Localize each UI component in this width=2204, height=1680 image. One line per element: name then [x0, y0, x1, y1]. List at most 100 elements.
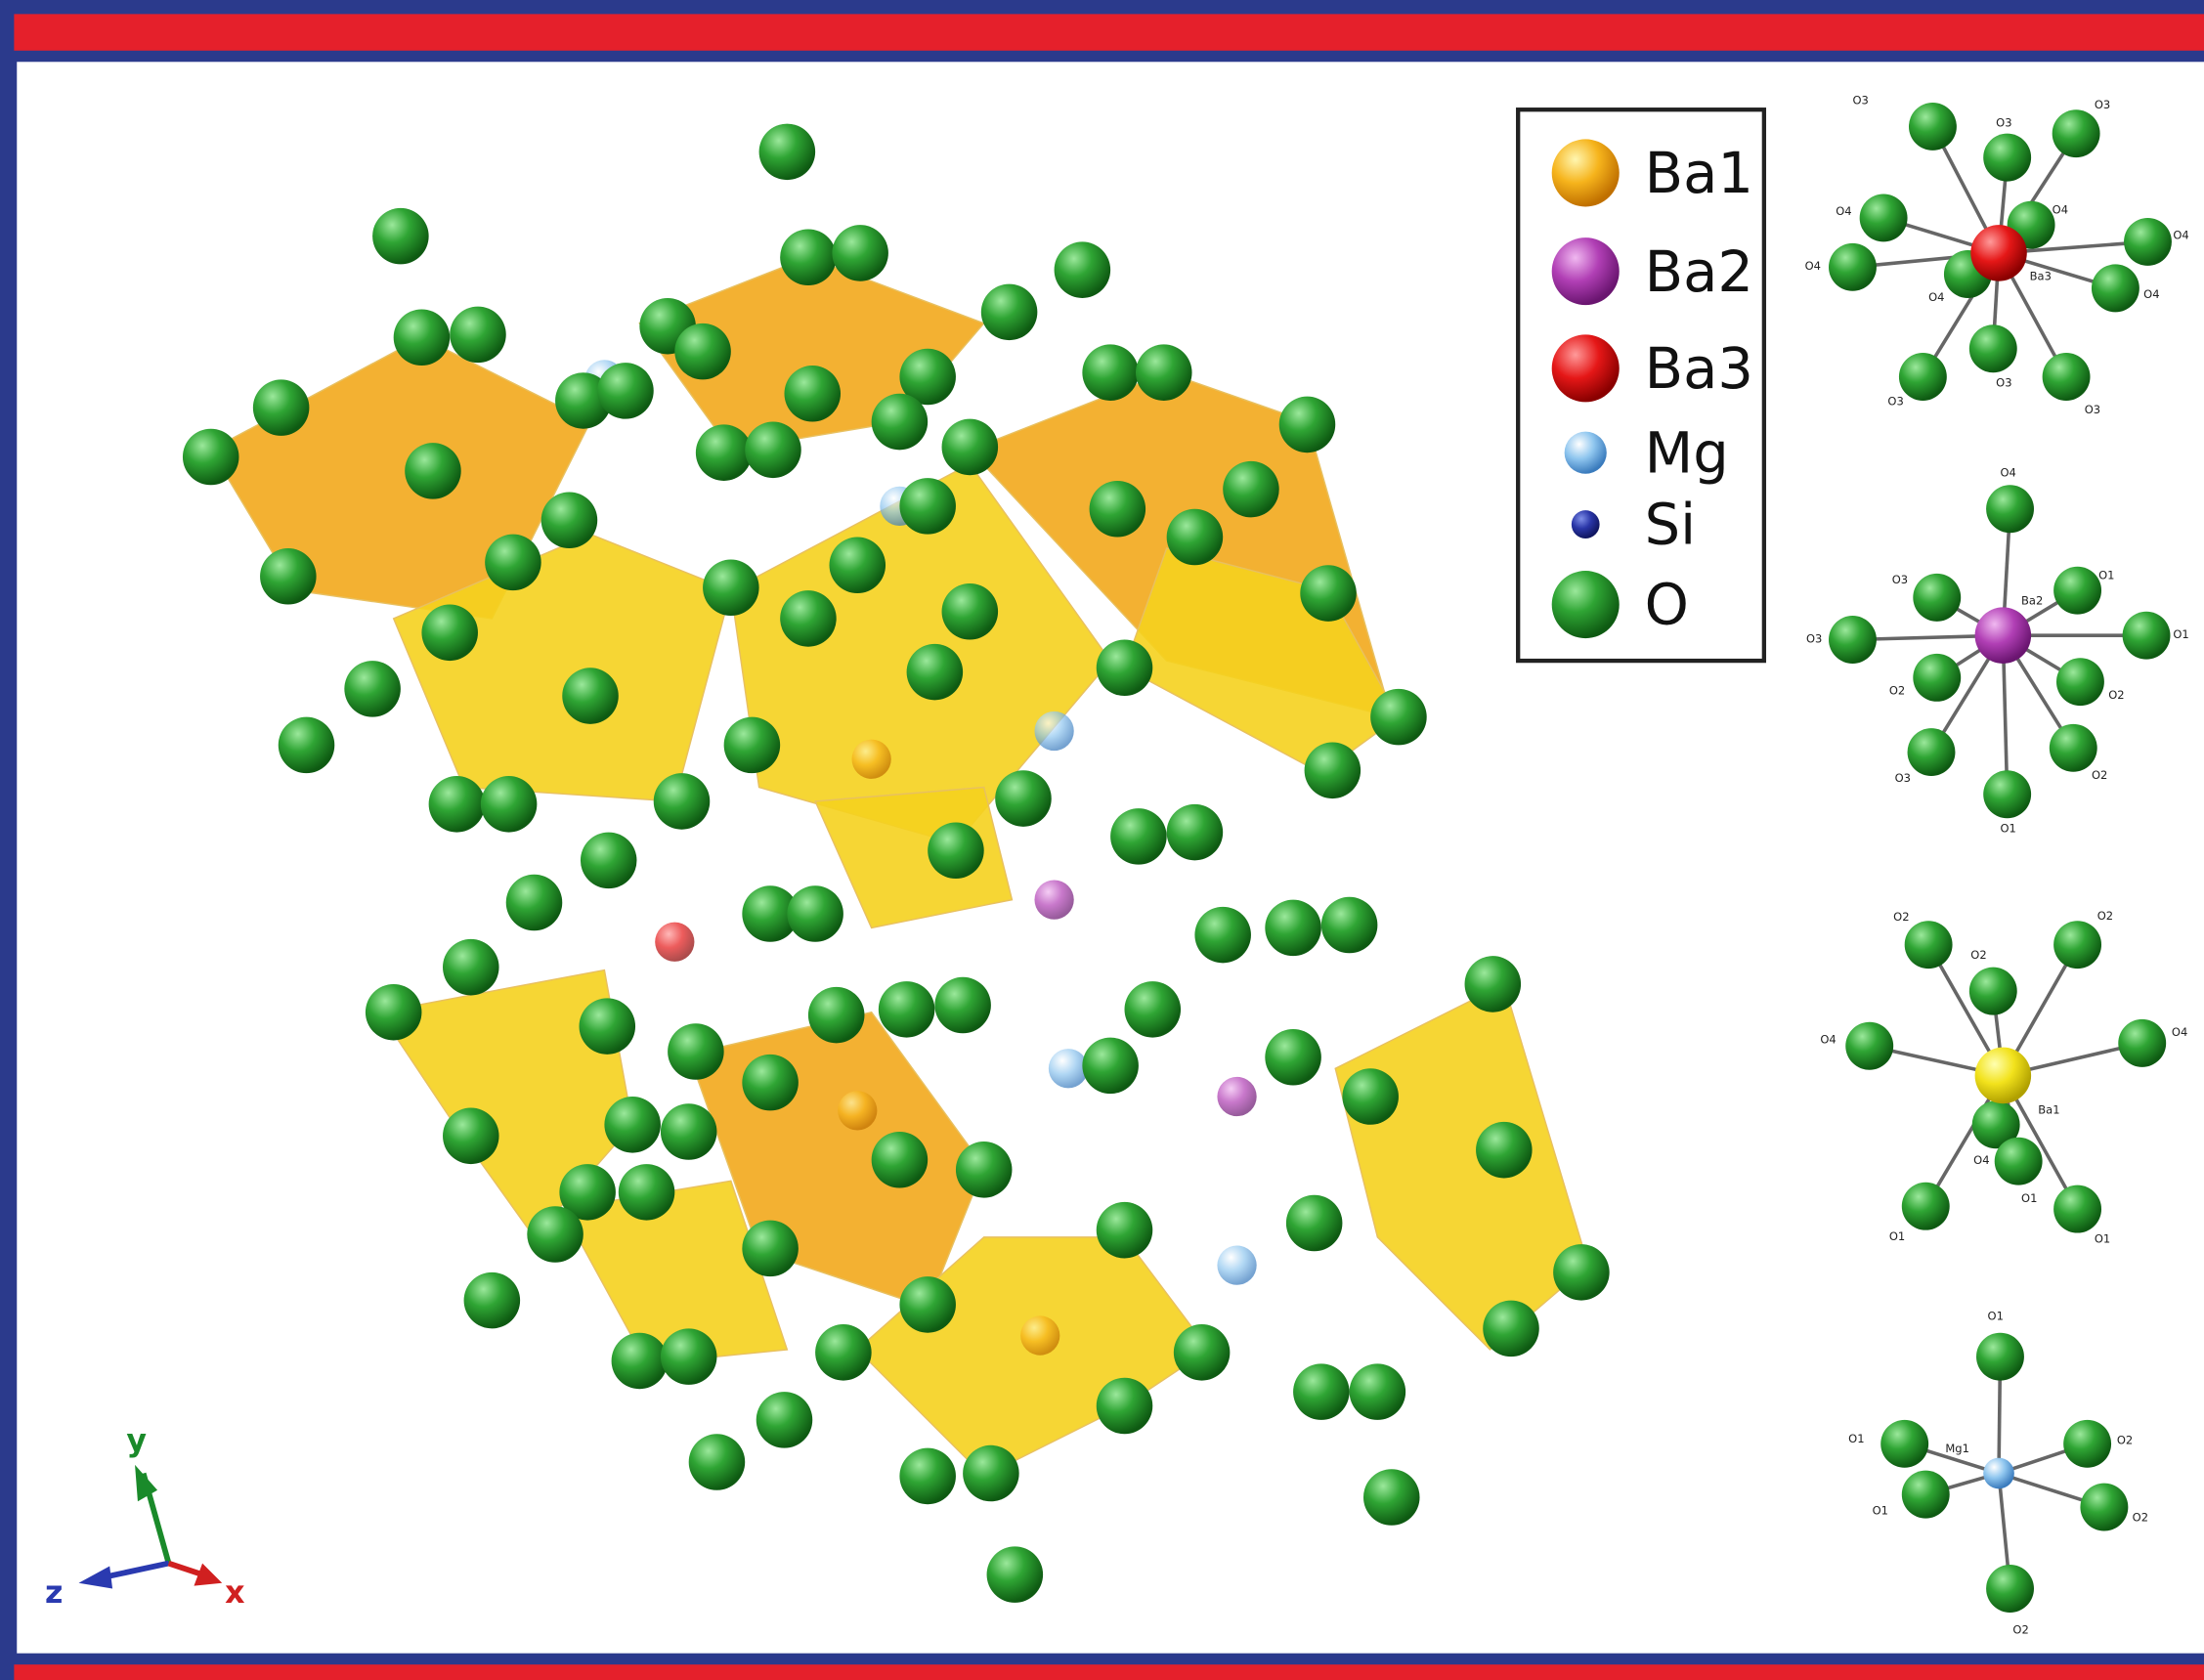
oxygen-atom — [723, 716, 781, 774]
cation — [1034, 711, 1074, 752]
axis-label: x — [225, 1575, 244, 1611]
oxygen-atom — [579, 998, 636, 1055]
oxygen-atom — [562, 668, 619, 724]
oxygen-atom — [1859, 194, 1908, 242]
oxygen-atom — [2053, 566, 2102, 615]
oxygen-atom — [1349, 1363, 1406, 1420]
atom-label: O4 — [2000, 466, 2015, 480]
oxygen-atom — [980, 283, 1038, 341]
oxygen-atom — [1829, 242, 1877, 291]
oxygen-atom — [597, 363, 654, 419]
oxygen-atom — [278, 716, 335, 774]
oxygen-atom — [1983, 770, 2032, 819]
atom-label: O2 — [2012, 1623, 2028, 1637]
oxygen-atom — [780, 590, 837, 647]
oxygen-atom — [1300, 565, 1357, 622]
oxygen-atom — [1986, 1565, 2034, 1613]
oxygen-atom — [995, 770, 1052, 827]
oxygen-atom — [899, 1447, 956, 1505]
oxygen-atom — [758, 123, 816, 181]
atom-label: O2 — [1889, 684, 1905, 698]
oxygen-atom — [480, 776, 538, 833]
atom-label: O3 — [1996, 376, 2011, 390]
oxygen-atom — [1971, 1100, 2020, 1149]
legend-swatch — [1551, 571, 1620, 639]
oxygen-atom — [653, 773, 711, 830]
oxygen-atom — [2052, 109, 2100, 158]
oxygen-atom — [443, 1107, 499, 1165]
oxygen-atom — [252, 379, 310, 436]
oxygen-atom — [1293, 1363, 1350, 1420]
oxygen-atom — [393, 309, 451, 366]
oxygen-atom — [1898, 353, 1947, 401]
oxygen-atom — [1907, 728, 1956, 777]
oxygen-atom — [604, 1097, 661, 1153]
atom-label: O3 — [1806, 631, 1822, 645]
oxygen-atom — [1082, 1037, 1139, 1095]
oxygen-atom — [1968, 324, 2017, 373]
oxygen-atom — [2091, 264, 2139, 313]
cation — [1217, 1245, 1257, 1285]
oxygen-atom — [1166, 803, 1224, 861]
atom-label: O1 — [2021, 1191, 2037, 1205]
oxygen-atom — [2122, 611, 2171, 660]
atom-label: O4 — [1820, 1032, 1836, 1046]
oxygen-atom — [899, 1276, 956, 1333]
oxygen-atom — [1136, 344, 1192, 401]
yellow-polyhedron — [561, 1180, 789, 1365]
z-arrow-head — [78, 1566, 113, 1589]
oxygen-atom — [695, 424, 753, 481]
legend-items: Ba1 Ba2 Ba3 Mg Si O — [1551, 139, 1753, 639]
oxygen-atom — [807, 986, 865, 1044]
legend-label: Ba3 — [1645, 336, 1753, 402]
central-atom — [1970, 225, 2027, 281]
oxygen-atom — [505, 874, 563, 931]
cation — [1020, 1315, 1060, 1356]
oxygen-atom — [1913, 653, 1962, 702]
oxygen-atom — [928, 822, 984, 880]
oxygen-atom — [1476, 1121, 1533, 1179]
atom-label: O3 — [1996, 115, 2011, 129]
oxygen-atom — [742, 1220, 799, 1277]
atom-label: O3 — [1887, 394, 1903, 408]
oxygen-atom — [871, 393, 929, 451]
oxygen-atom — [815, 1324, 872, 1381]
oxygen-atom — [527, 1206, 583, 1263]
oxygen-atom — [871, 1131, 929, 1188]
x-arrow-head — [194, 1563, 223, 1586]
oxygen-atom — [660, 1328, 717, 1385]
oxygen-atom — [787, 885, 843, 942]
oxygen-atom — [2042, 353, 2091, 401]
atom-label: O1 — [2000, 822, 2015, 836]
oxygen-atom — [485, 534, 541, 591]
atom-label: Mg1 — [1945, 1442, 1969, 1455]
oxygen-atom — [428, 776, 486, 833]
coordination-cluster: O1 O1 Mg1 O2 O1 O2 O2 — [1848, 1310, 2148, 1637]
atom-label: O1 — [2173, 627, 2188, 641]
oxygen-atom — [832, 225, 888, 281]
legend-swatch — [1551, 334, 1620, 403]
oxygen-atom — [611, 1332, 669, 1390]
oxygen-atom — [1166, 508, 1224, 566]
oxygen-atom — [756, 1392, 813, 1448]
legend-label: Ba1 — [1645, 141, 1753, 206]
oxygen-atom — [1342, 1068, 1399, 1125]
coordination-cluster: O3 O3 O3 O4 O4 O4 Ba3 O4 O4 O4 O3 O3 O3 — [1805, 93, 2189, 415]
legend-label: Ba2 — [1645, 239, 1753, 305]
oxygen-atom — [555, 372, 612, 429]
coordination-clusters: O3 O3 O3 O4 O4 O4 Ba3 O4 O4 O4 O3 O3 O3 O4 O3 O1 Ba2 O3 O1… — [1805, 93, 2189, 1636]
central-atom — [1983, 1457, 2014, 1489]
oxygen-atom — [344, 661, 401, 717]
oxygen-atom — [1194, 906, 1251, 964]
atom-label: O2 — [1893, 910, 1909, 924]
oxygen-atom — [1110, 808, 1167, 865]
oxygen-atom — [580, 832, 637, 889]
atom-label: O1 — [1889, 1229, 1905, 1243]
oxygen-atom — [443, 938, 499, 996]
atom-label: Ba2 — [2021, 594, 2043, 608]
oxygen-atom — [899, 478, 956, 535]
legend-label: Mg — [1645, 420, 1729, 486]
oxygen-atom — [2053, 921, 2102, 969]
legend-label: Si — [1645, 493, 1696, 558]
